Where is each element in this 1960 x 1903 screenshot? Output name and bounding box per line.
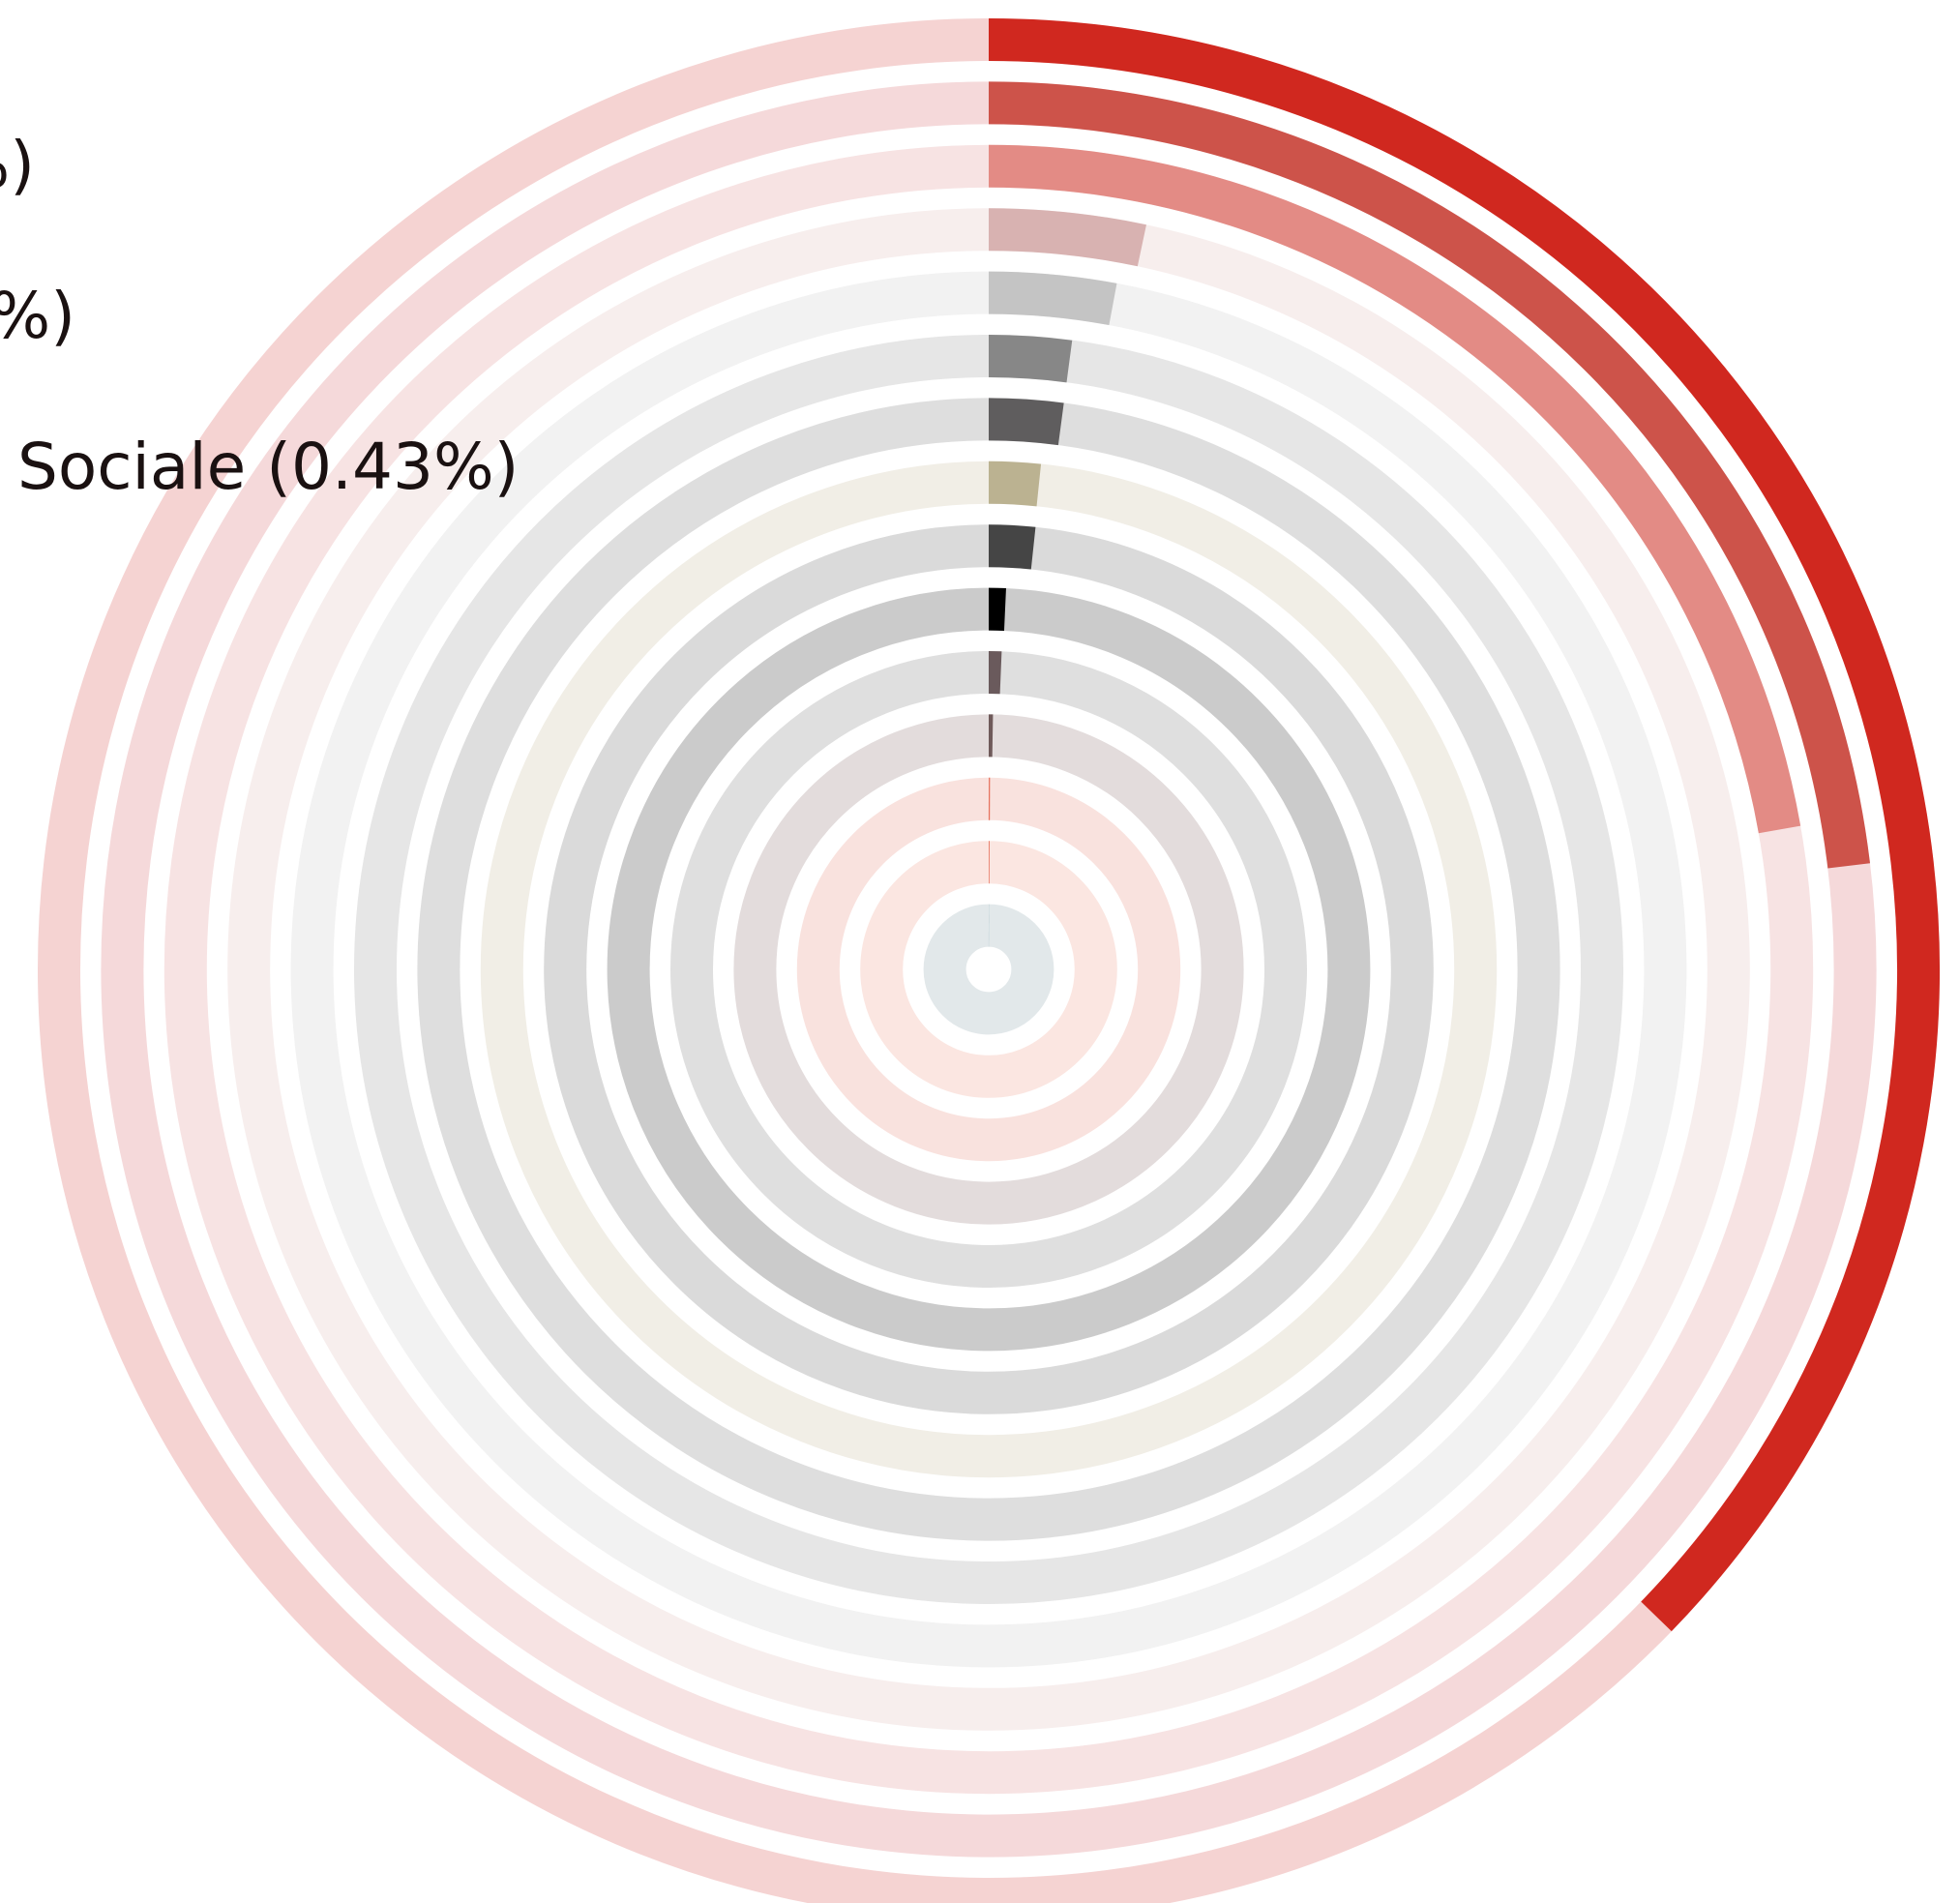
ring-bar (988, 144, 1801, 834)
ring-bar (988, 271, 1117, 326)
ring-label: Sociale (0.43%) (17, 430, 519, 504)
ring-bar (988, 335, 1073, 383)
ring-bar (988, 398, 1064, 446)
center-dot (977, 958, 1000, 981)
ring-label: %) (0, 279, 75, 353)
ring-label: %) (0, 128, 35, 202)
ring-bar (988, 18, 1940, 1632)
ring-bar (988, 524, 1036, 570)
ring-bar (988, 461, 1042, 507)
ring-bar (988, 208, 1146, 267)
ring-bar (988, 81, 1871, 869)
